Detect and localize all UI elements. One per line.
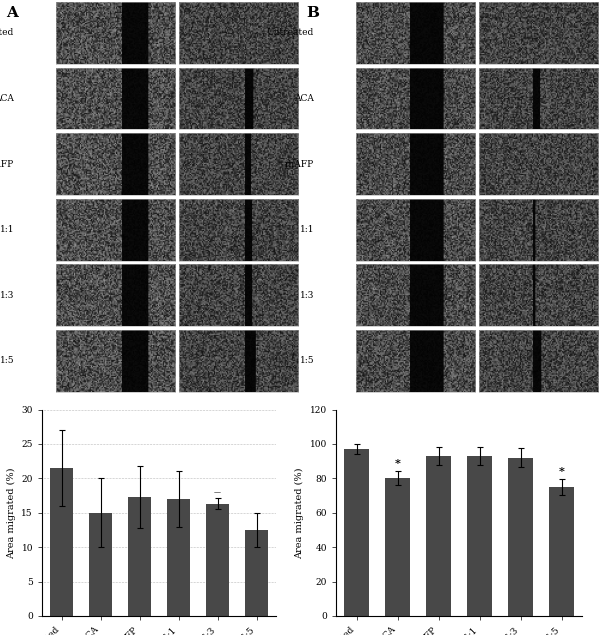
Bar xyxy=(508,458,533,616)
Y-axis label: rhAFP: rhAFP xyxy=(0,159,14,168)
Bar xyxy=(344,449,369,616)
Y-axis label: ACA: ACA xyxy=(0,94,14,103)
Bar xyxy=(549,487,574,616)
Text: —: — xyxy=(214,488,221,497)
Bar xyxy=(245,530,268,616)
Text: A: A xyxy=(6,6,18,20)
Y-axis label: Area migrated (%): Area migrated (%) xyxy=(7,467,16,559)
Text: *: * xyxy=(395,458,400,469)
Y-axis label: Area migrated (%): Area migrated (%) xyxy=(295,467,304,559)
Y-axis label: 1:5: 1:5 xyxy=(299,356,314,365)
Bar xyxy=(467,456,492,616)
Bar xyxy=(89,513,112,616)
Y-axis label: rhAFP: rhAFP xyxy=(285,159,314,168)
Text: B: B xyxy=(306,6,319,20)
Bar xyxy=(128,497,151,616)
Y-axis label: Untreated: Untreated xyxy=(0,29,14,37)
Text: *: * xyxy=(559,465,565,477)
Y-axis label: 1:3: 1:3 xyxy=(300,291,314,300)
Y-axis label: ACA: ACA xyxy=(294,94,314,103)
Bar xyxy=(426,456,451,616)
Y-axis label: 1:5: 1:5 xyxy=(0,356,14,365)
Y-axis label: 1:1: 1:1 xyxy=(299,225,314,234)
Bar xyxy=(206,504,229,616)
Y-axis label: 1:3: 1:3 xyxy=(0,291,14,300)
Bar xyxy=(167,499,190,616)
Bar xyxy=(50,468,73,616)
Bar xyxy=(385,478,410,616)
Y-axis label: Untreated: Untreated xyxy=(267,29,314,37)
Y-axis label: 1:1: 1:1 xyxy=(0,225,14,234)
